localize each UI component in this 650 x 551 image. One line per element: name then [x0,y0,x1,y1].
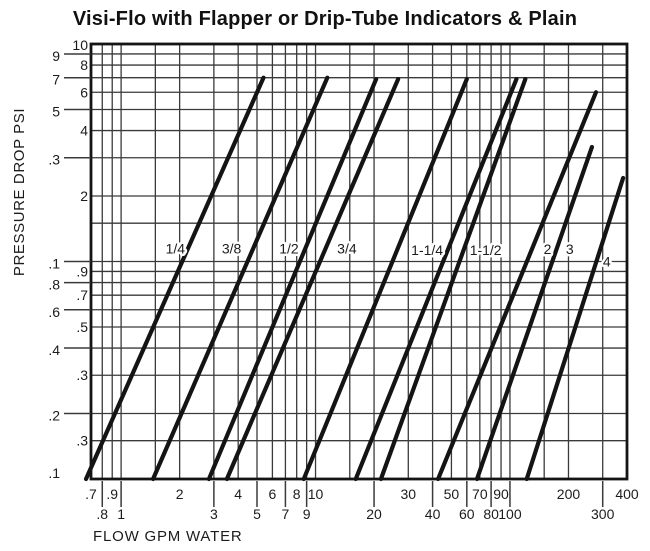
x-tick-label: 400 [615,486,639,502]
x-tick-label: .7 [85,486,97,502]
series-label: 1-1/4 [411,242,443,258]
x-axis-title: FLOW GPM WATER [93,528,243,545]
y-tick-label: .3 [48,152,60,168]
x-tick-label: 1 [117,506,125,522]
series-line-3-8 [150,75,330,482]
series-line-unlabeled [301,76,469,482]
y-tick-label: .6 [48,304,60,320]
x-tick-label: 50 [444,486,460,502]
y-tick-label: 7 [52,72,60,88]
series-label: 3/8 [222,240,242,256]
series-line-1-1-2 [378,76,528,482]
series-label: 2 [544,241,552,257]
series-line-2 [435,90,599,482]
y-tick-label: .1 [48,256,60,272]
x-tick-label: 20 [366,506,382,522]
x-tick-label: 5 [253,506,261,522]
series-line-4 [524,175,626,482]
y-tick-label: .1 [48,465,60,481]
series-label: 1/4 [166,240,186,256]
y-tick-label: .3 [76,367,88,383]
series-line-1-1-4 [353,76,519,482]
x-tick-label: .8 [96,506,108,522]
y-tick-label: .9 [76,263,88,279]
x-tick-label: 90 [493,486,509,502]
series-label: 4 [603,254,611,270]
x-tick-label: 30 [401,486,417,502]
x-tick-label: 3 [210,506,218,522]
y-axis-title: PRESSURE DROP PSI [11,107,28,277]
x-tick-label: 60 [459,506,475,522]
y-tick-label: .3 [76,433,88,449]
x-tick-label: 7 [282,506,290,522]
y-tick-label: 8 [80,57,88,73]
y-tick-label: 5 [52,103,60,119]
x-tick-label: 2 [176,486,184,502]
x-tick-label: 40 [425,506,441,522]
series-line-1-4 [83,75,266,482]
series-line-3-4 [224,76,401,482]
y-tick-label: .7 [76,287,88,303]
series-label: 3 [566,241,574,257]
x-tick-label: 10 [308,486,324,502]
x-tick-label: 6 [269,486,277,502]
y-tick-label: 6 [80,84,88,100]
y-tick-label: 9 [52,48,60,64]
x-tick-label: 8 [293,486,301,502]
x-tick-label: 80 [483,506,499,522]
y-tick-label: 2 [80,188,88,204]
y-tick-label: .5 [76,319,88,335]
x-tick-label: 100 [498,506,522,522]
series-label: 1/2 [279,240,299,256]
x-tick-label: 300 [591,506,615,522]
series-label: 1-1/2 [470,242,502,258]
series-line-1-2 [206,76,379,482]
x-tick-label: 9 [303,506,311,522]
y-tick-label: .8 [48,277,60,293]
y-tick-label: 4 [80,123,88,139]
x-tick-label: 70 [472,486,488,502]
x-tick-label: 4 [234,486,242,502]
series-line-3 [474,144,595,482]
chart-title: Visi-Flo with Flapper or Drip-Tube Indic… [72,8,578,30]
series-label: 3/4 [337,240,357,256]
y-tick-label: 10 [72,37,88,53]
y-tick-label: .4 [48,342,60,358]
x-tick-label: 200 [557,486,581,502]
x-tick-label: .9 [106,486,118,502]
y-tick-label: .2 [48,408,60,424]
